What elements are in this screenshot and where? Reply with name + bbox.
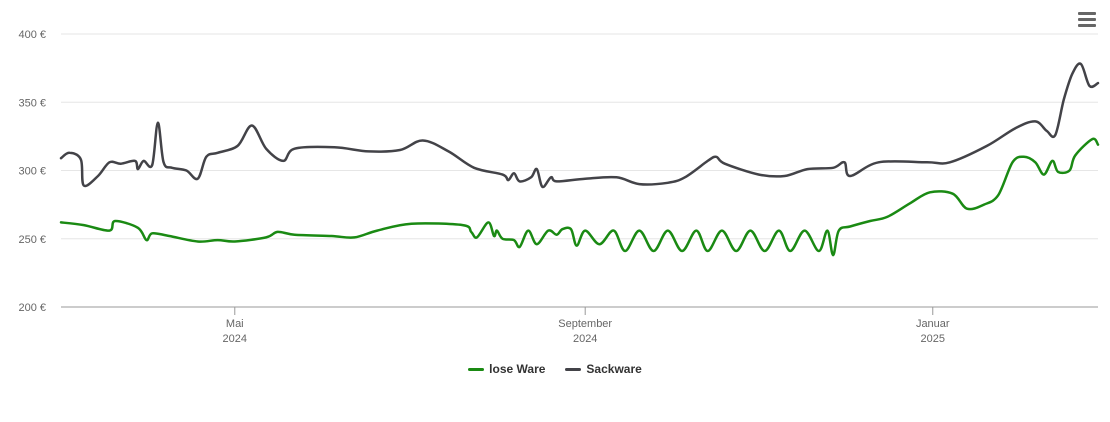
- legend-label-sackware: Sackware: [586, 362, 642, 376]
- y-tick-label: 350 €: [18, 97, 46, 109]
- y-tick-label: 250 €: [18, 234, 46, 246]
- legend-swatch-sackware: [565, 367, 582, 371]
- legend-label-lose-ware: lose Ware: [489, 362, 546, 376]
- series-line-lose-ware[interactable]: [59, 137, 1100, 257]
- x-tick-month-label: September: [558, 318, 612, 330]
- x-axis-ticks: Mai 2024 September 2024 Januar 2025: [223, 307, 950, 345]
- legend-swatch-lose-ware: [468, 367, 485, 371]
- y-tick-label: 200 €: [18, 302, 46, 314]
- y-axis-labels: 200 € 250 € 300 € 350 € 400 €: [18, 29, 46, 314]
- y-tick-label: 300 €: [18, 166, 46, 178]
- series-line-sackware[interactable]: [59, 62, 1100, 189]
- legend-item-sackware[interactable]: Sackware: [565, 362, 642, 376]
- series-layer: [59, 62, 1100, 257]
- legend-item-lose-ware[interactable]: lose Ware: [468, 362, 545, 376]
- chart-menu-button[interactable]: [1076, 12, 1098, 32]
- y-tick-label: 400 €: [18, 29, 46, 41]
- hamburger-menu-icon: [1078, 12, 1096, 15]
- x-tick-year-label: 2024: [223, 333, 247, 345]
- x-tick-year-label: 2024: [573, 333, 597, 345]
- x-tick-year-label: 2025: [921, 333, 945, 345]
- x-tick-month-label: Januar: [916, 318, 950, 330]
- hamburger-menu-icon-bar: [1078, 18, 1096, 21]
- chart-legend: lose Ware Sackware: [0, 362, 1110, 376]
- hamburger-menu-icon-bar: [1078, 24, 1096, 27]
- x-tick-month-label: Mai: [226, 318, 244, 330]
- grid-lines: [61, 33, 1098, 240]
